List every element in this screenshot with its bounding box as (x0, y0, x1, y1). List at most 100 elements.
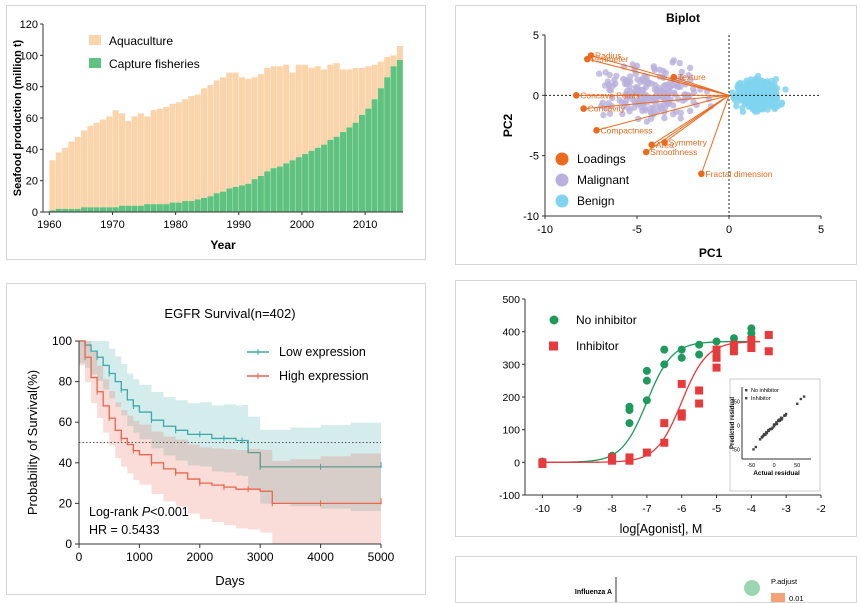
aquaculture-bar (188, 96, 195, 202)
x-tick-label: -2 (816, 503, 825, 515)
malignant-point (677, 109, 685, 116)
aquaculture-bar (365, 66, 372, 109)
seafood-chart: 0 20 40 60 80 100 120 1960 1970 1980 1990 2000 2010 Y… (12, 19, 403, 252)
malignant-point (631, 104, 638, 111)
capture-bar (62, 208, 69, 212)
inhibitor-point (538, 459, 547, 468)
y-tick-label: 0 (533, 90, 539, 102)
loading-label: Smoothness (650, 147, 697, 157)
x-tick-label: -10 (537, 224, 553, 236)
loading-arrow (645, 94, 730, 153)
benign-point (739, 108, 747, 116)
aquaculture-bar (213, 80, 220, 194)
malignant-point (599, 99, 606, 106)
aquaculture-bar (283, 64, 290, 164)
capture-bar (131, 205, 138, 212)
no-inhibitor-point (642, 366, 651, 375)
aquaculture-bar (358, 67, 365, 115)
aquaculture-bar (144, 116, 151, 205)
aquaculture-bar (81, 130, 88, 208)
aquaculture-bar (150, 110, 157, 205)
aquaculture-bar (226, 72, 233, 189)
inset-point (780, 416, 784, 420)
malignant-point (648, 80, 656, 87)
capture-bar (220, 191, 226, 212)
capture-bar (289, 160, 296, 212)
malignant-point (613, 72, 620, 80)
loading-label: Fractal dimension (705, 169, 772, 179)
legend-label: Capture fisheries (109, 57, 200, 71)
inset-point (779, 418, 782, 421)
aquaculture-bar (194, 94, 201, 200)
inhibitor-point (712, 363, 721, 372)
legend-label: Aquaculture (109, 34, 173, 48)
y-tick-label: -5 (529, 151, 539, 163)
aquaculture-bar (93, 122, 100, 208)
y-tick-label: 500 (502, 294, 520, 306)
aquaculture-bar (137, 113, 144, 206)
inset-point (775, 422, 779, 426)
aquaculture-bar (390, 55, 397, 67)
inhibitor-point (625, 453, 634, 462)
malignant-point (669, 110, 677, 118)
chart-title: EGFR Survival(n=402) (164, 306, 295, 321)
aquaculture-bar (352, 67, 359, 123)
panel-biplot: Biplot Radius Perimeter Texture Concave Poin… (455, 5, 857, 265)
x-tick-label: 2010 (353, 219, 377, 231)
benign-point (745, 95, 753, 102)
inset-legend-label: Inhibitor (751, 396, 771, 402)
aquaculture-bar (74, 136, 81, 209)
capture-bar (49, 210, 56, 212)
legend-label: Loadings (577, 152, 626, 166)
benign-point (757, 96, 764, 103)
x-tick-label: 4000 (307, 550, 334, 564)
y-tick-label: -10 (523, 211, 539, 223)
loading-point (572, 92, 580, 99)
x-tick-label: 0 (726, 224, 732, 236)
malignant-point (608, 94, 616, 102)
x-tick-label: -10 (535, 503, 550, 515)
y-tick-label: 5 (533, 30, 539, 42)
no-inhibitor-point (747, 324, 756, 333)
legend-label: Malignant (577, 173, 630, 187)
inset-point (772, 425, 776, 428)
inhibitor-point (712, 345, 721, 354)
malignant-point (621, 80, 629, 87)
benign-point (756, 80, 763, 87)
capture-bar (232, 186, 239, 212)
y-tick-label: 300 (502, 359, 520, 371)
benign-point (772, 102, 780, 109)
y-tick-label: 60 (26, 113, 38, 125)
x-tick-label: 5000 (368, 550, 395, 564)
loading-arrow (590, 55, 730, 96)
legend-marker (549, 341, 558, 351)
malignant-point (600, 111, 607, 119)
x-tick-label: -3 (782, 503, 791, 515)
inhibitor-point (729, 347, 738, 356)
inset-x-tick-label: 0 (773, 463, 776, 469)
x-tick-label: 1960 (37, 219, 61, 231)
loading-arrow (664, 94, 730, 143)
panel-enrichment: Influenza A P.adjust 0.01 (455, 556, 857, 603)
capture-bar (175, 202, 182, 212)
no-inhibitor-point (695, 350, 704, 359)
capture-bar (377, 88, 384, 212)
malignant-point (669, 59, 676, 66)
chart-title: Biplot (666, 11, 700, 25)
no-inhibitor-point (642, 376, 651, 385)
aquaculture-bar (302, 64, 309, 155)
aquaculture-bar (314, 66, 321, 148)
malignant-point (595, 70, 603, 77)
hr-annotation: HR = 0.5433 (89, 523, 160, 537)
capture-bar (396, 60, 403, 213)
inset-point (752, 448, 755, 451)
capture-bar (238, 185, 245, 212)
aquaculture-bar (68, 141, 75, 209)
malignant-point (678, 68, 686, 76)
x-axis-label: PC1 (699, 246, 723, 260)
aquaculture-bar (327, 64, 334, 140)
inhibitor-point (712, 353, 721, 362)
inhibitor-fit (542, 341, 761, 463)
